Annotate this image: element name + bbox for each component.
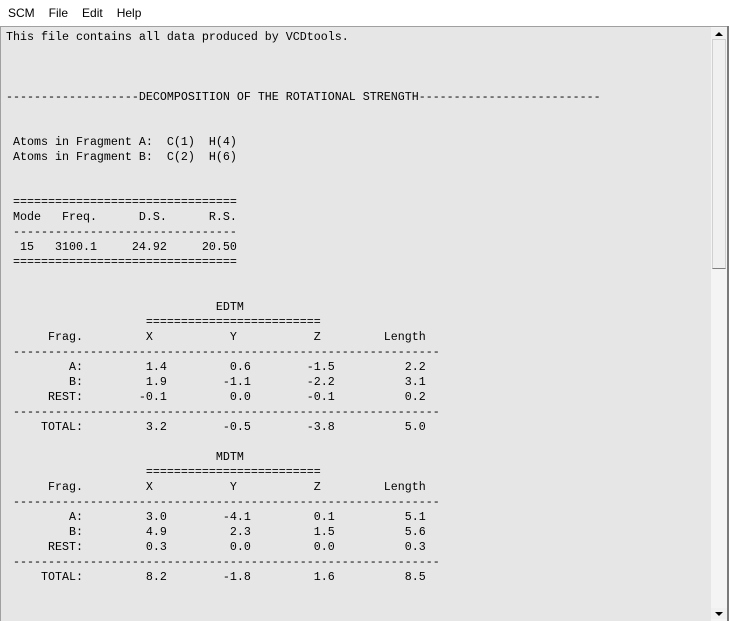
blank-line [6, 285, 601, 300]
menu-help[interactable]: Help [116, 6, 142, 20]
divider: ================================ [6, 255, 237, 269]
vertical-scrollbar[interactable] [711, 26, 727, 621]
window-edge [727, 26, 729, 621]
menu-bar: SCM File Edit Help [0, 0, 729, 26]
divider: ----------------------------------------… [6, 495, 440, 509]
divider: -------------------------------- [6, 225, 237, 239]
fragment-atoms-line: Atoms in Fragment A: C(1) H(4) [6, 135, 237, 149]
blank-line [6, 270, 601, 285]
mode-table-row: 15 3100.1 24.92 20.50 [6, 240, 237, 254]
divider: ----------------------------------------… [6, 345, 440, 359]
table-row: B: 1.9 -1.1 -2.2 3.1 [6, 375, 426, 389]
divider: ================================ [6, 195, 237, 209]
divider: ----------------------------------------… [6, 555, 440, 569]
scroll-down-button[interactable] [711, 608, 727, 619]
menu-edit[interactable]: Edit [82, 6, 103, 20]
arrow-down-icon [715, 611, 723, 616]
text-viewer[interactable]: This file contains all data produced by … [0, 26, 711, 621]
blank-line [6, 105, 601, 120]
scrollbar-thumb[interactable] [712, 39, 726, 269]
blank-line [6, 60, 601, 75]
blank-line [6, 120, 601, 135]
blank-line [6, 180, 601, 195]
divider: ========================= [6, 315, 321, 329]
divider: ========================= [6, 465, 321, 479]
blank-line [6, 75, 601, 90]
scroll-up-button[interactable] [711, 28, 727, 39]
table-row: REST: 0.3 0.0 0.0 0.3 [6, 540, 426, 554]
blank-line [6, 165, 601, 180]
table-total-row: TOTAL: 8.2 -1.8 1.6 8.5 [6, 570, 426, 584]
document-text: This file contains all data produced by … [6, 30, 601, 585]
blank-line [6, 435, 601, 450]
divider: ----------------------------------------… [6, 405, 440, 419]
intro-line: This file contains all data produced by … [6, 30, 349, 44]
mode-table-header: Mode Freq. D.S. R.S. [6, 210, 237, 224]
menu-file[interactable]: File [48, 6, 69, 20]
section-title-line: -------------------DECOMPOSITION OF THE … [6, 90, 601, 104]
table-header: Frag. X Y Z Length [6, 330, 426, 344]
table-title: MDTM [6, 450, 244, 464]
menu-scm[interactable]: SCM [8, 6, 35, 20]
table-row: A: 1.4 0.6 -1.5 2.2 [6, 360, 426, 374]
table-row: B: 4.9 2.3 1.5 5.6 [6, 525, 426, 539]
table-row: REST: -0.1 0.0 -0.1 0.2 [6, 390, 426, 404]
table-header: Frag. X Y Z Length [6, 480, 426, 494]
table-row: A: 3.0 -4.1 0.1 5.1 [6, 510, 426, 524]
table-title: EDTM [6, 300, 244, 314]
table-total-row: TOTAL: 3.2 -0.5 -3.8 5.0 [6, 420, 426, 434]
arrow-up-icon [715, 31, 723, 36]
blank-line [6, 45, 601, 60]
fragment-atoms-line: Atoms in Fragment B: C(2) H(6) [6, 150, 237, 164]
